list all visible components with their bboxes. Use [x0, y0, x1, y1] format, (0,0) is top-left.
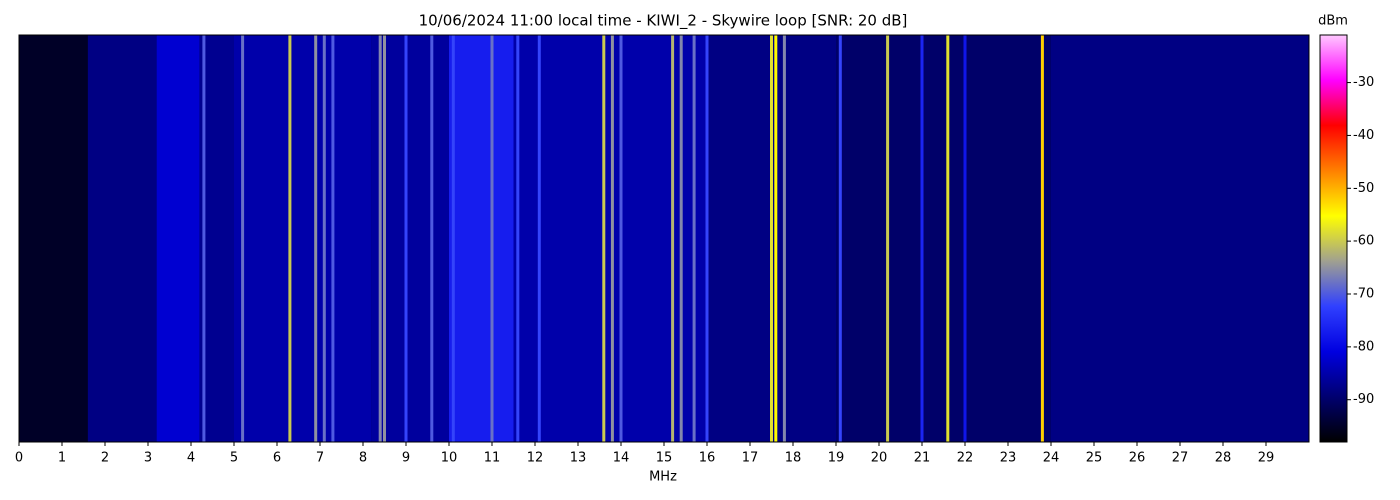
- x-tick-label: 6: [273, 451, 281, 466]
- x-tick-label: 18: [785, 451, 802, 466]
- x-tick-label: 1: [58, 451, 66, 466]
- noise-band: [156, 35, 200, 442]
- noise-band: [19, 35, 88, 442]
- x-tick-label: 17: [742, 451, 759, 466]
- x-tick-label: 13: [570, 451, 587, 466]
- noise-band: [449, 35, 514, 442]
- colorbar-tick-label: -90: [1353, 392, 1374, 407]
- x-tick-label: 2: [101, 451, 109, 466]
- colorbar-label: dBm: [1318, 14, 1348, 29]
- carrier: [886, 35, 890, 442]
- carrier: [516, 35, 520, 442]
- carrier: [619, 35, 623, 442]
- x-tick-label: 26: [1129, 451, 1146, 466]
- x-tick-label: 14: [613, 451, 630, 466]
- noise-band: [836, 35, 1051, 442]
- carrier: [430, 35, 434, 442]
- carrier: [692, 35, 696, 442]
- noise-band: [234, 35, 372, 442]
- x-tick-label: 19: [828, 451, 845, 466]
- x-tick-label: 10: [441, 451, 458, 466]
- carrier: [920, 35, 924, 442]
- colorbar-tick-label: -70: [1353, 287, 1374, 302]
- x-tick-label: 24: [1043, 451, 1060, 466]
- carrier: [322, 35, 326, 442]
- x-tick-label: 12: [527, 451, 544, 466]
- noise-band: [1051, 35, 1309, 442]
- carrier: [671, 35, 675, 442]
- x-tick-label: 27: [1172, 451, 1189, 466]
- x-tick-label: 3: [144, 451, 152, 466]
- noise-band: [87, 35, 157, 442]
- carrier: [963, 35, 967, 442]
- carrier: [838, 35, 842, 442]
- carrier: [705, 35, 709, 442]
- carrier: [404, 35, 408, 442]
- carrier: [314, 35, 318, 442]
- x-tick-label: 7: [316, 451, 324, 466]
- carrier: [782, 35, 786, 442]
- x-tick-label: 8: [359, 451, 367, 466]
- x-tick-label: 28: [1215, 451, 1232, 466]
- x-tick-label: 15: [656, 451, 673, 466]
- carrier: [602, 35, 606, 442]
- carrier: [202, 35, 206, 442]
- carrier: [383, 35, 386, 442]
- colorbar-tick-label: -50: [1353, 181, 1374, 196]
- x-axis-label: MHz: [649, 470, 677, 485]
- carrier: [679, 35, 683, 442]
- carrier: [288, 35, 292, 442]
- carrier: [774, 35, 778, 442]
- noise-band: [513, 35, 707, 442]
- x-tick-label: 0: [15, 451, 23, 466]
- colorbar-tick-label: -30: [1353, 75, 1374, 90]
- carrier: [331, 35, 335, 442]
- x-tick-label: 20: [871, 451, 888, 466]
- carrier: [378, 35, 382, 442]
- carrier: [537, 35, 541, 442]
- x-tick-label: 22: [957, 451, 974, 466]
- x-tick-label: 5: [230, 451, 238, 466]
- carrier: [946, 35, 950, 442]
- colorbar: [1319, 34, 1348, 443]
- x-tick-label: 16: [699, 451, 716, 466]
- carrier: [451, 35, 455, 442]
- x-tick-label: 9: [402, 451, 410, 466]
- x-tick-label: 11: [484, 451, 501, 466]
- colorbar-tick-label: -80: [1353, 339, 1374, 354]
- carrier: [1040, 35, 1044, 442]
- x-tick-label: 21: [914, 451, 931, 466]
- carrier: [241, 35, 245, 442]
- x-tick-label: 29: [1258, 451, 1275, 466]
- chart-title: 10/06/2024 11:00 local time - KIWI_2 - S…: [419, 12, 908, 31]
- carrier: [770, 35, 773, 442]
- carrier: [490, 35, 494, 442]
- x-tick-label: 4: [187, 451, 195, 466]
- x-tick-label: 25: [1086, 451, 1103, 466]
- carrier: [610, 35, 614, 442]
- colorbar-tick-label: -60: [1353, 234, 1374, 249]
- colorbar-tick-label: -40: [1353, 128, 1374, 143]
- x-tick-label: 23: [1000, 451, 1017, 466]
